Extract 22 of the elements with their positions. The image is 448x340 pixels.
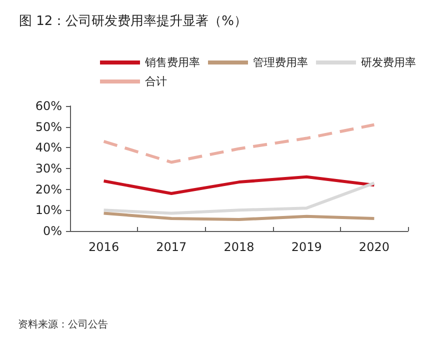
line-series: [102, 123, 376, 164]
x-tick-label: 2016: [88, 240, 120, 254]
x-tick-label: 2018: [224, 240, 254, 254]
line-series: [102, 182, 376, 215]
chart-title: 图 12：公司研发费用率提升显著（%）: [19, 13, 248, 29]
x-tick-label: 2019: [291, 240, 322, 254]
text: 资料来源：公司公告: [18, 318, 108, 330]
legend-label: 合计: [145, 75, 167, 88]
y-tick-label: 10%: [35, 203, 62, 218]
x-tick-label: 2020: [358, 240, 390, 254]
legend-label: 研发费用率: [361, 56, 416, 69]
y-tick-label: 60%: [35, 99, 62, 113]
legend-label: 销售费用率: [144, 56, 200, 69]
line-series: [102, 212, 376, 222]
y-tick-label: 0%: [42, 224, 62, 238]
y-tick-label: 50%: [35, 120, 62, 134]
y-tick-label: 40%: [35, 140, 62, 155]
legend-label: 管理费用率: [253, 56, 308, 69]
line-series: [102, 175, 376, 195]
x-tick-label: 2017: [156, 240, 187, 254]
y-tick-label: 20%: [35, 182, 62, 196]
y-tick-label: 30%: [35, 162, 62, 176]
